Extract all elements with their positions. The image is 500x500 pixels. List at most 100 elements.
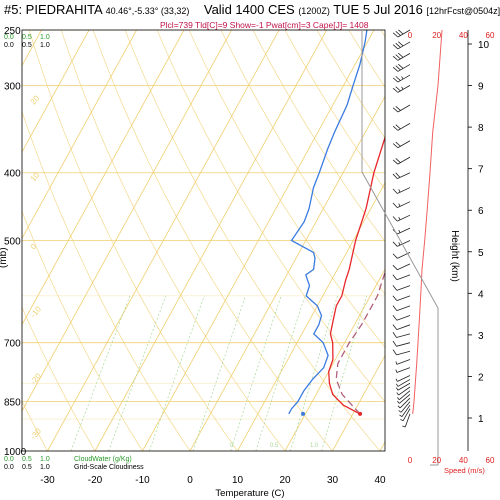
wind-barb-staff bbox=[396, 315, 411, 321]
isotherm bbox=[22, 30, 185, 326]
wind-barb-flag bbox=[392, 32, 399, 38]
wind-barb-staff bbox=[400, 401, 411, 413]
wind-barb bbox=[392, 172, 411, 180]
dry-adiabat bbox=[380, 30, 385, 38]
wind-barb bbox=[392, 332, 411, 338]
temperature-tick-label: 30 bbox=[327, 475, 339, 486]
wind-barb-staff bbox=[398, 386, 411, 396]
chart-subtitle: Plcl=739 Tld[C]=9 Show=-1 Pwat[cm]=3 Cap… bbox=[160, 20, 369, 30]
wind-barb-staff bbox=[401, 404, 411, 417]
wind-barb bbox=[397, 390, 411, 401]
temperature-tick-label: 10 bbox=[232, 475, 244, 486]
wind-barb-half-flag bbox=[401, 76, 404, 80]
wind-barb-staff bbox=[399, 394, 411, 404]
pressure-tick-label: 500 bbox=[4, 237, 21, 248]
legend-top-row2-value: 0.5 bbox=[22, 42, 32, 49]
wind-barb bbox=[397, 397, 411, 409]
wind-barb-half-flag bbox=[397, 400, 400, 404]
wind-barb bbox=[392, 285, 411, 291]
dry-adiabat bbox=[28, 30, 238, 451]
wind-barb-staff bbox=[397, 104, 411, 113]
wind-barb bbox=[392, 340, 411, 347]
wind-barb-flag bbox=[392, 216, 398, 222]
wind-barb-flag bbox=[395, 158, 401, 163]
height-tick-label: 9 bbox=[478, 82, 484, 93]
wind-barb-half-flag bbox=[396, 392, 399, 396]
wind-barb bbox=[392, 201, 411, 208]
wind-barb-staff bbox=[397, 214, 411, 222]
pressure-tick-label: 700 bbox=[4, 339, 21, 350]
isotherm bbox=[22, 30, 137, 240]
wind-barb bbox=[395, 359, 411, 365]
dry-adiabat bbox=[188, 30, 385, 348]
parcel-line bbox=[335, 270, 385, 415]
dry-adiabat bbox=[284, 30, 385, 190]
isotherm bbox=[189, 95, 385, 451]
wind-barb-flag bbox=[392, 264, 398, 271]
mixing-ratio-label: 0 bbox=[230, 443, 234, 449]
title-valid: Valid 1400 CES bbox=[203, 2, 295, 17]
height-tick-label: 1 bbox=[478, 414, 484, 425]
dry-adiabat bbox=[22, 110, 191, 451]
wind-barb-flag bbox=[395, 105, 401, 111]
wind-barb bbox=[396, 386, 411, 396]
speed-top-tick-label: 0 bbox=[408, 31, 413, 40]
wind-barb bbox=[392, 315, 411, 321]
wind-barb bbox=[400, 408, 411, 422]
pressure-tick-label: 250 bbox=[4, 26, 21, 37]
wind-barb bbox=[392, 305, 411, 311]
dry-adiabat bbox=[220, 30, 385, 295]
wind-barb-flag bbox=[395, 124, 401, 130]
wind-barb bbox=[392, 214, 411, 222]
wind-barb-half-flag bbox=[402, 425, 406, 428]
wind-barb bbox=[398, 401, 411, 413]
wind-barb-staff bbox=[397, 375, 411, 382]
wind-barb-staff bbox=[397, 240, 411, 247]
isotherm bbox=[142, 30, 375, 451]
temperature-tick-label: 20 bbox=[279, 475, 291, 486]
wind-barb-staff bbox=[396, 324, 411, 330]
wind-barb-flag bbox=[392, 295, 398, 301]
wind-barb-half-flag bbox=[398, 189, 401, 193]
wind-barb-flag bbox=[392, 66, 399, 72]
wind-barb-staff bbox=[397, 201, 411, 208]
mixing-ratio-line bbox=[290, 295, 338, 451]
wind-barb bbox=[392, 349, 411, 356]
height-tick-label: 8 bbox=[478, 123, 484, 134]
wind-barb-flag bbox=[392, 285, 398, 291]
wind-barb-flag bbox=[395, 141, 401, 147]
wind-barb-flag bbox=[392, 274, 398, 280]
mixing-ratio-label: 0.5 bbox=[270, 443, 279, 449]
wind-barb bbox=[397, 394, 411, 404]
wind-barb-staff bbox=[397, 140, 411, 149]
speed-top-tick-label: 40 bbox=[459, 31, 468, 40]
dry-adiabat bbox=[124, 30, 381, 451]
wind-barb-half-flag bbox=[398, 229, 401, 233]
pressure-tick-label: 300 bbox=[4, 81, 21, 92]
wind-barb-staff bbox=[396, 350, 411, 356]
wind-barb-flag bbox=[398, 52, 404, 58]
wind-barb bbox=[395, 367, 411, 373]
wind-barb-flag bbox=[395, 86, 401, 92]
wind-barb-flag bbox=[392, 305, 398, 311]
wind-barb-flag bbox=[395, 76, 401, 81]
temperature-tick-label: 0 bbox=[187, 475, 193, 486]
speed-tick-label: 20 bbox=[432, 456, 441, 465]
wind-barb bbox=[396, 382, 411, 391]
wind-barb bbox=[396, 379, 411, 387]
wind-barb-staff bbox=[396, 342, 411, 347]
speed-top-tick-label: 60 bbox=[486, 31, 495, 40]
wind-barb-half-flag bbox=[401, 86, 404, 90]
wind-barb-flag bbox=[395, 42, 401, 48]
chart-title: #5: PIEDRAHITA 40.46°,-5.33° (33,32) Val… bbox=[4, 2, 500, 17]
wind-barb-flag bbox=[392, 173, 398, 179]
wind-barb-flag bbox=[392, 324, 398, 330]
wind-barb bbox=[392, 240, 411, 247]
wind-barb-half-flag bbox=[395, 378, 398, 382]
isotherm-label: 0 bbox=[29, 242, 39, 252]
height-tick-label: 2 bbox=[478, 372, 484, 383]
temperature-tick-label: -30 bbox=[40, 475, 55, 486]
isotherm-label: 10 bbox=[29, 170, 42, 183]
isotherm bbox=[332, 354, 385, 451]
wind-barb-staff bbox=[396, 305, 411, 311]
